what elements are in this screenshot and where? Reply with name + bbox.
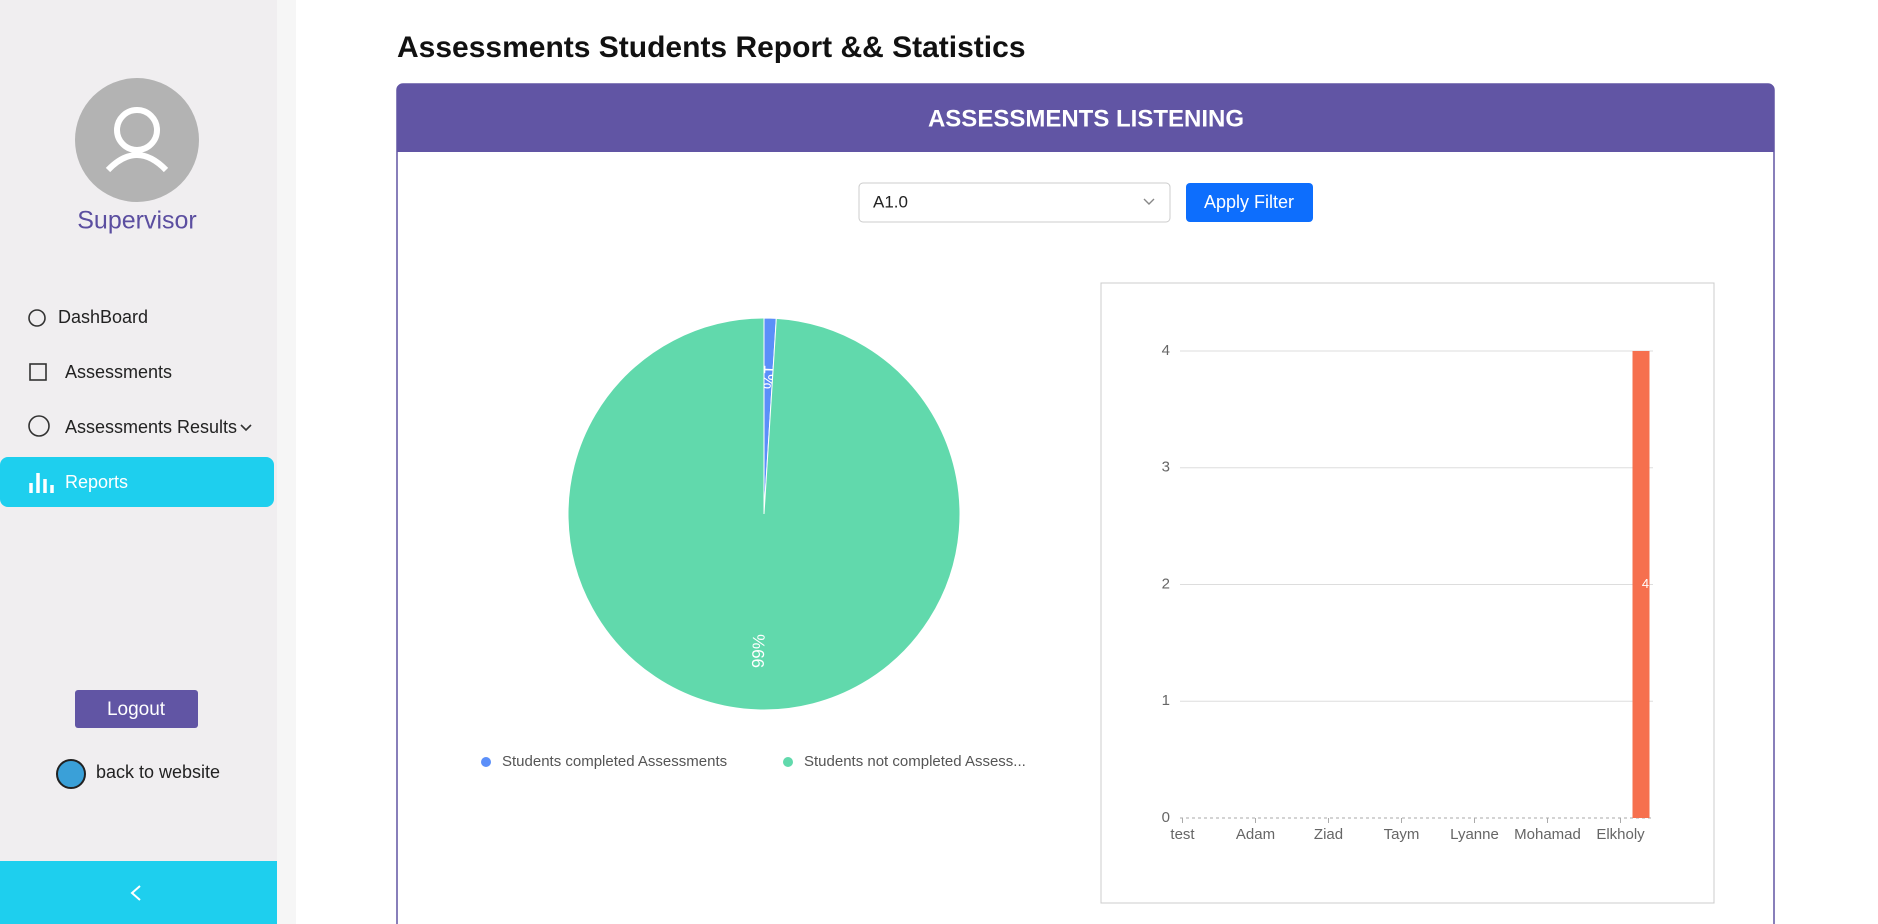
x-tick-label: Elkholy bbox=[1596, 826, 1645, 843]
x-tick-label: Lyanne bbox=[1450, 826, 1499, 843]
x-tick-label: Ziad bbox=[1314, 826, 1343, 843]
pie-label: 99% bbox=[749, 634, 769, 669]
y-tick-label: 1 bbox=[1162, 692, 1170, 709]
collapse-bar[interactable] bbox=[0, 861, 277, 924]
nav-icon bbox=[28, 309, 46, 327]
apply-button[interactable] bbox=[1186, 183, 1313, 222]
legend-label: Students not completed Assess... bbox=[804, 753, 1026, 770]
nav-item[interactable]: Reports bbox=[65, 472, 128, 492]
legend-label: Students completed Assessments bbox=[502, 753, 727, 770]
logout-label[interactable]: Logout bbox=[107, 699, 166, 720]
avatar-icon bbox=[114, 107, 160, 153]
select-arrow bbox=[1143, 198, 1155, 205]
page-title: Assessments Students Report && Statistic… bbox=[397, 31, 1026, 64]
nav-active[interactable] bbox=[0, 457, 274, 507]
nav-item[interactable]: Assessments Results bbox=[65, 417, 237, 437]
y-tick-label: 2 bbox=[1162, 575, 1170, 592]
avatar bbox=[75, 78, 199, 202]
nav-item[interactable]: Assessments bbox=[65, 362, 172, 382]
x-tick-label: Taym bbox=[1384, 826, 1420, 843]
avatar-icon bbox=[105, 152, 169, 173]
nav-item[interactable]: DashBoard bbox=[58, 307, 148, 327]
y-tick-label: 3 bbox=[1162, 459, 1170, 476]
user-name: Supervisor bbox=[77, 207, 197, 235]
nav-icon bbox=[29, 363, 47, 381]
filter-value[interactable]: A1.0 bbox=[873, 192, 908, 211]
bar-value-label: 4 bbox=[1642, 576, 1649, 591]
chevron bbox=[240, 424, 252, 432]
filter-select[interactable] bbox=[858, 182, 1171, 223]
back-link[interactable]: back to website bbox=[96, 762, 220, 782]
legend-marker bbox=[783, 757, 793, 767]
globe-icon bbox=[56, 759, 86, 789]
bar bbox=[1632, 351, 1650, 818]
nav-icon bbox=[29, 473, 54, 493]
sidebar-gutter bbox=[277, 0, 296, 924]
legend-marker bbox=[481, 757, 491, 767]
y-tick-label: 4 bbox=[1162, 342, 1170, 359]
y-tick-label: 0 bbox=[1162, 809, 1170, 826]
x-tick-label: Adam bbox=[1236, 826, 1275, 843]
x-tick-label: test bbox=[1170, 826, 1195, 843]
collapse-icon bbox=[130, 885, 141, 901]
bar-panel bbox=[1100, 282, 1715, 904]
x-tick-label: Mohamad bbox=[1514, 826, 1581, 843]
card-title: ASSESSMENTS LISTENING bbox=[928, 105, 1244, 132]
apply-label[interactable]: Apply Filter bbox=[1204, 192, 1294, 212]
card-header bbox=[397, 84, 1774, 152]
logout-button[interactable] bbox=[75, 690, 198, 728]
pie-slice bbox=[567, 317, 961, 711]
nav-icon bbox=[28, 415, 50, 437]
